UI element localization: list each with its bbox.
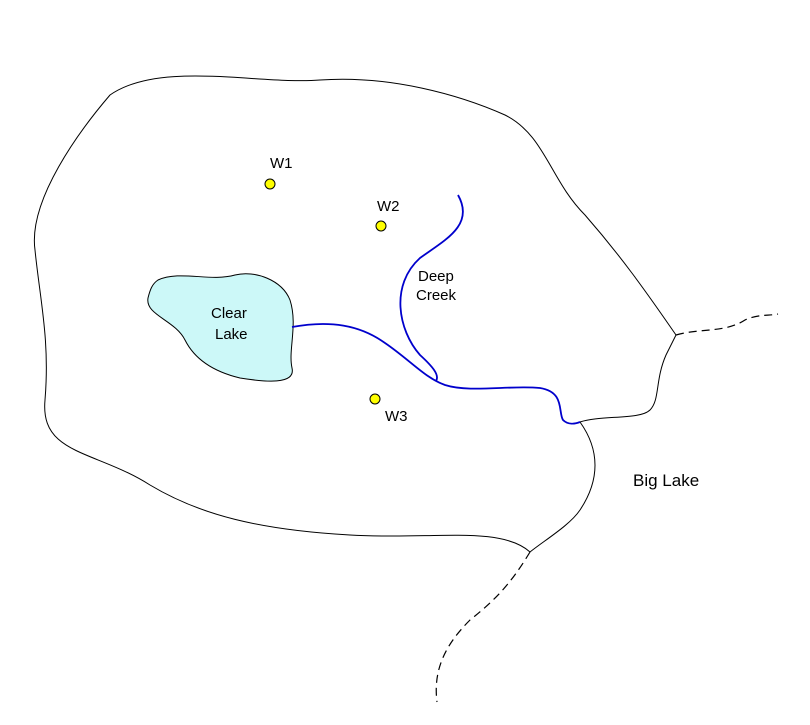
- well-w1-marker: [264, 178, 276, 190]
- watershed-boundary: [33, 75, 677, 553]
- big-lake-label: Big Lake: [633, 471, 699, 490]
- well-w3-label: W3: [385, 408, 408, 425]
- well-w2-label: W2: [377, 198, 400, 215]
- clear-lake-label-line2: Lake: [215, 326, 248, 343]
- deep-creek-label-line2: Creek: [416, 287, 457, 304]
- outflow-stream: [291, 323, 581, 425]
- well-w3-marker: [369, 393, 381, 405]
- clear-lake: [147, 273, 294, 382]
- deep-creek: [399, 194, 464, 382]
- well-w1-label: W1: [270, 155, 293, 172]
- big-lake-shore-south: [435, 551, 531, 703]
- big-lake-shore-north: [675, 313, 779, 336]
- clear-lake-label-line1: Clear: [211, 305, 247, 322]
- deep-creek-label-line1: Deep: [418, 268, 454, 285]
- well-w2-marker: [375, 220, 387, 232]
